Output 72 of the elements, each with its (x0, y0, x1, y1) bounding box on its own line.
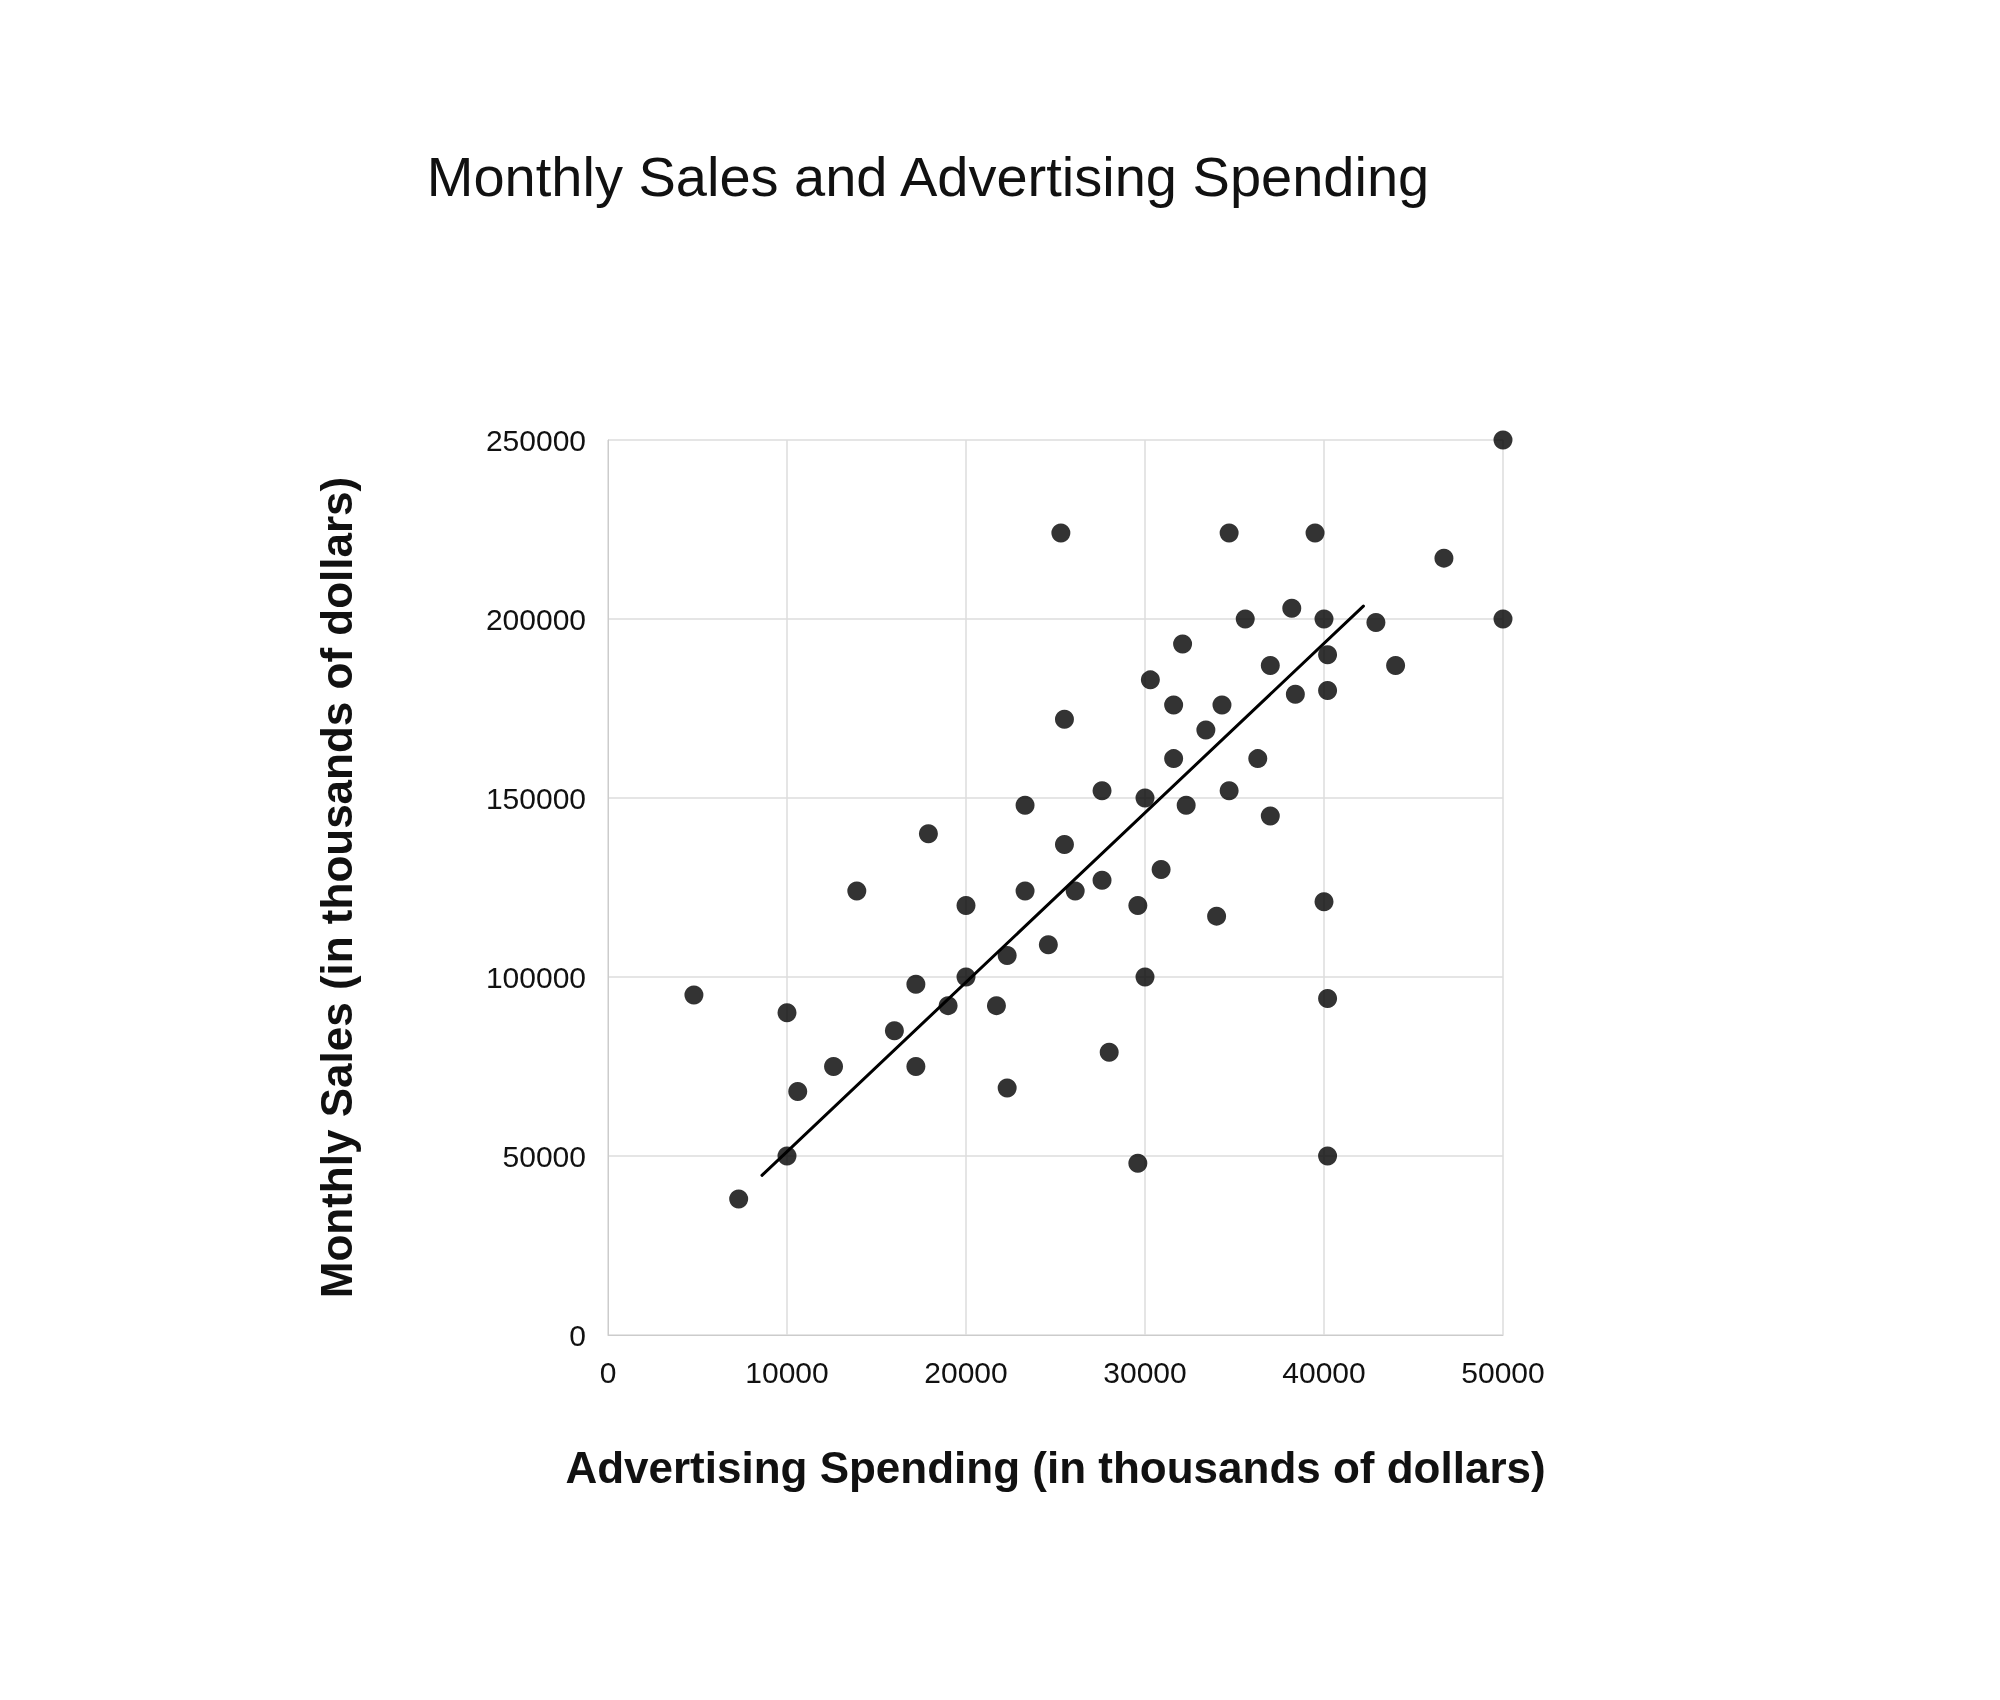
point (847, 881, 867, 901)
y-tick-label: 150000 (485, 781, 586, 815)
point (1318, 645, 1338, 665)
point (1248, 749, 1268, 769)
point (1318, 681, 1338, 701)
x-tick-label: 40000 (1282, 1355, 1366, 1389)
point (884, 1021, 904, 1041)
point (1054, 709, 1074, 729)
point (1366, 613, 1386, 633)
point (1099, 1042, 1119, 1062)
point (1314, 892, 1334, 912)
point (1318, 988, 1338, 1008)
point (729, 1189, 749, 1209)
point (1164, 695, 1184, 715)
y-tick-label: 250000 (485, 423, 586, 457)
x-tick-label: 20000 (924, 1355, 1008, 1389)
point (1135, 788, 1155, 808)
point (1015, 795, 1035, 815)
point (918, 824, 938, 844)
point (1434, 548, 1454, 568)
point (1140, 670, 1160, 690)
y-tick-label: 50000 (502, 1139, 586, 1173)
point (1038, 935, 1058, 955)
point (1282, 598, 1302, 618)
point (906, 1057, 926, 1076)
point (1260, 806, 1280, 826)
point (1260, 656, 1280, 676)
point (906, 974, 926, 994)
point (1151, 860, 1171, 880)
x-axis-title: Advertising Spending (in thousands of dollars) (565, 1442, 1546, 1492)
point (997, 1078, 1017, 1098)
point (824, 1057, 844, 1076)
x-tick-label: 10000 (745, 1355, 829, 1389)
y-tick-label: 200000 (485, 602, 586, 636)
point (956, 895, 976, 915)
point (1135, 967, 1155, 987)
point (1164, 749, 1184, 769)
point (1386, 656, 1406, 676)
point (1305, 523, 1325, 543)
point (1015, 881, 1035, 901)
point (1493, 609, 1513, 629)
point (1493, 430, 1513, 450)
point (1285, 684, 1305, 704)
point (1051, 523, 1071, 543)
point (1092, 781, 1112, 801)
point (1207, 906, 1227, 926)
point (1065, 881, 1085, 901)
chart-title: Monthly Sales and Advertising Spending (426, 144, 1430, 208)
point (684, 985, 704, 1005)
point (777, 1003, 797, 1023)
point (1196, 720, 1216, 740)
point (1054, 835, 1074, 855)
point (788, 1082, 808, 1102)
point (1128, 895, 1148, 915)
point (1128, 1153, 1148, 1173)
y-tick-label: 100000 (485, 960, 586, 994)
x-tick-label: 30000 (1103, 1355, 1187, 1389)
point (1219, 781, 1239, 801)
point (997, 946, 1017, 966)
point (1173, 634, 1193, 654)
point (986, 996, 1006, 1016)
point (1318, 1146, 1338, 1166)
point (1176, 795, 1196, 815)
x-tick-label: 0 (599, 1355, 617, 1389)
point (1314, 609, 1334, 629)
x-tick-label: 50000 (1461, 1355, 1545, 1389)
y-axis-title: Monthly Sales (in thousands of dollars) (311, 476, 361, 1299)
point (1219, 523, 1239, 543)
y-tick-label: 0 (569, 1318, 586, 1352)
point (1212, 695, 1232, 715)
point (1092, 870, 1112, 890)
point (1235, 609, 1255, 629)
